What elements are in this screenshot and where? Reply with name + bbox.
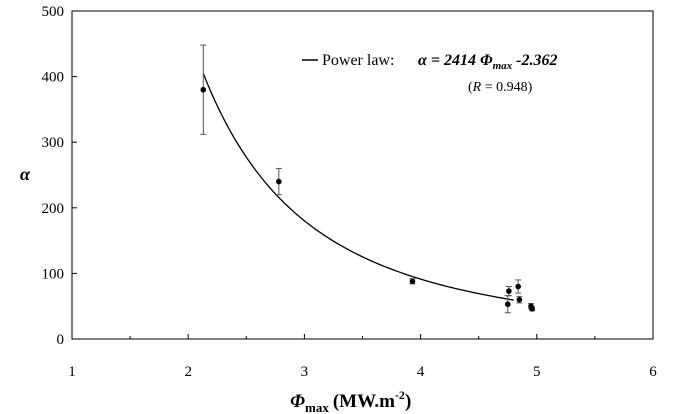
y-axis: 0 100 200 300 400 500 bbox=[42, 4, 77, 348]
y-tick-label: 0 bbox=[57, 332, 65, 348]
x-title-exponent: -2 bbox=[395, 388, 405, 402]
equation-phi: Φ bbox=[480, 52, 493, 69]
legend-label: Power law: bbox=[322, 52, 394, 69]
x-title-symbol: Φ bbox=[290, 391, 305, 412]
y-axis-title: α bbox=[20, 164, 31, 184]
data-point bbox=[409, 278, 416, 285]
data-point bbox=[276, 178, 282, 185]
y-tick-label: 400 bbox=[42, 70, 65, 86]
x-title-unit: (MW.m bbox=[333, 391, 395, 412]
r-symbol: R bbox=[472, 80, 482, 95]
data-point bbox=[200, 86, 207, 93]
power-law-fit-curve bbox=[202, 73, 514, 301]
x-title-close: ) bbox=[405, 391, 411, 412]
x-tick-label: 3 bbox=[301, 364, 309, 380]
x-axis: 1 2 3 4 5 6 bbox=[68, 334, 657, 380]
data-points bbox=[200, 44, 536, 314]
equation-lhs: α = 2414 bbox=[418, 52, 480, 69]
x-tick-label: 2 bbox=[184, 364, 192, 380]
equation-exponent: -2.362 bbox=[512, 52, 557, 69]
correlation-text: (R = 0.948) bbox=[468, 80, 533, 95]
data-point bbox=[515, 283, 522, 290]
data-point bbox=[529, 306, 535, 312]
x-tick-label: 5 bbox=[533, 364, 541, 380]
y-tick-label: 300 bbox=[42, 135, 65, 151]
x-tick-label: 6 bbox=[649, 364, 657, 380]
plot-area bbox=[71, 10, 654, 340]
r-value: = 0.948) bbox=[481, 80, 532, 95]
y-tick-label: 500 bbox=[42, 4, 65, 20]
x-tick-label: 4 bbox=[417, 364, 425, 380]
y-tick-label: 200 bbox=[42, 201, 65, 217]
x-title-subscript: max bbox=[305, 400, 329, 414]
data-point bbox=[506, 288, 512, 294]
x-tick-label: 1 bbox=[68, 364, 76, 380]
equation-phi-subscript: max bbox=[493, 60, 513, 72]
fit-equation: α = 2414 Φmax -2.362 bbox=[418, 52, 557, 72]
data-point bbox=[504, 301, 511, 308]
data-point bbox=[516, 296, 523, 303]
r-open: ( bbox=[468, 80, 473, 95]
x-axis-title: Φmax (MW.m-2) bbox=[290, 388, 411, 414]
y-tick-label: 100 bbox=[42, 266, 65, 282]
